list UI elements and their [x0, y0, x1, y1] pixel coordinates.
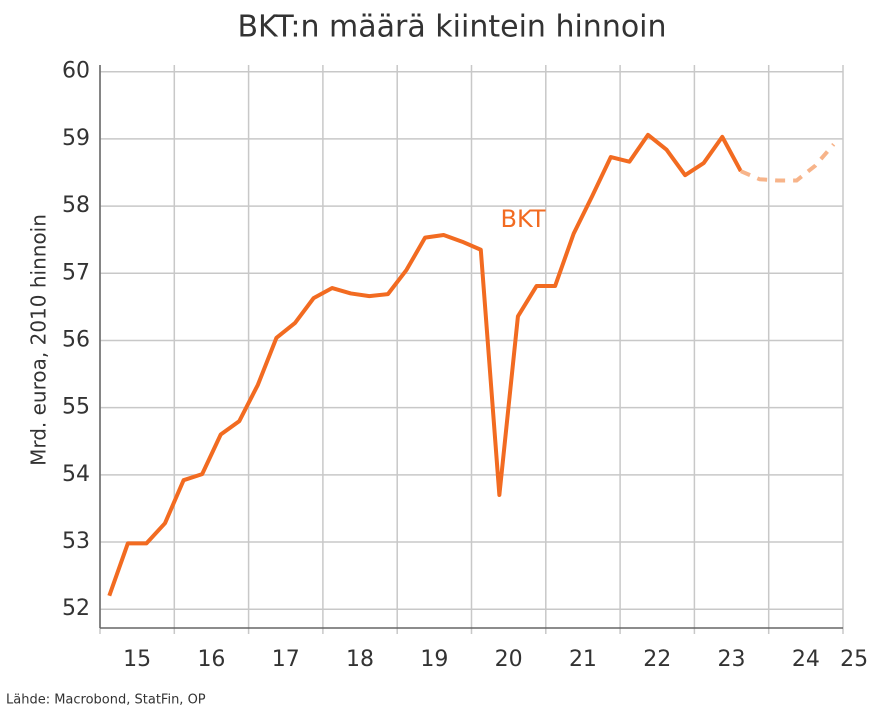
y-tick-label: 58 — [62, 193, 90, 218]
line-series — [107, 132, 743, 597]
y-tick-label: 56 — [62, 327, 90, 352]
y-axis-label: Mrd. euroa, 2010 hinnoin — [27, 214, 51, 466]
y-tick-label: 52 — [62, 596, 90, 621]
y-tick-label: 53 — [62, 529, 90, 554]
x-tick-label: 24 — [792, 647, 820, 672]
x-tick-label: 21 — [569, 647, 597, 672]
annotation: BKT — [501, 205, 546, 233]
y-tick-label: 55 — [62, 395, 90, 420]
x-tick-label: 25 — [840, 647, 868, 672]
y-tick-label: 59 — [62, 126, 90, 151]
x-tick-label: 23 — [718, 647, 746, 672]
x-tick-label: 22 — [643, 647, 671, 672]
x-tick-label: 17 — [272, 647, 300, 672]
y-tick-label: 60 — [62, 59, 90, 84]
source: Lähde: Macrobond, StatFin, OP — [6, 693, 206, 708]
line-series — [740, 142, 836, 183]
x-tick-label: 19 — [420, 647, 448, 672]
x-tick-label: 18 — [346, 647, 374, 672]
x-tick-label: 15 — [123, 647, 151, 672]
x-tick-label: 16 — [197, 647, 225, 672]
chart-title: BKT:n määrä kiintein hinnoin — [237, 10, 666, 45]
y-tick-label: 54 — [62, 462, 90, 487]
x-tick-label: 20 — [495, 647, 523, 672]
y-tick-label: 57 — [62, 260, 90, 285]
